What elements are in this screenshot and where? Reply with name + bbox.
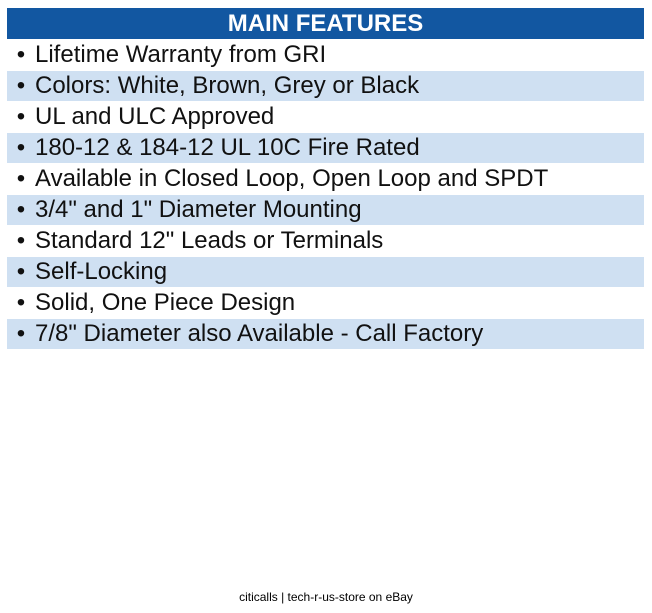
bullet: • — [16, 289, 26, 316]
bullet: • — [16, 258, 26, 285]
bullet: • — [16, 165, 26, 192]
feature-list: • Lifetime Warranty from GRI • Colors: Whit… — [7, 40, 644, 350]
bullet: • — [16, 227, 26, 254]
feature-text: 7/8" Diameter also Available - Call Fact… — [35, 320, 484, 347]
bullet: • — [16, 103, 26, 130]
title: MAIN FEATURES — [7, 8, 644, 39]
feature-item: • Available in Closed Loop, Open Loop and… — [7, 164, 644, 194]
feature-item: • UL and ULC Approved — [7, 102, 644, 132]
bullet: • — [16, 41, 26, 68]
bullet: • — [16, 320, 26, 347]
feature-text: Solid, One Piece Design — [35, 289, 296, 316]
bullet: • — [16, 196, 26, 223]
feature-item: • Lifetime Warranty from GRI — [7, 40, 644, 70]
feature-text: Self-Locking — [35, 258, 168, 285]
feature-item: • Colors: White, Brown, Grey or Black — [7, 71, 644, 101]
bullet: • — [16, 134, 26, 161]
feature-text: Lifetime Warranty from GRI — [35, 41, 327, 68]
feature-item: • 7/8" Diameter also Available - Call Fac… — [7, 319, 644, 349]
feature-text: Standard 12" Leads or Terminals — [35, 227, 384, 254]
feature-item: • Standard 12" Leads or Terminals — [7, 226, 644, 256]
feature-item: • Self-Locking — [7, 257, 644, 287]
feature-text: Colors: White, Brown, Grey or Black — [35, 72, 420, 99]
footer: citicalls | tech-r-us-store on eBay — [239, 590, 413, 604]
bullet: • — [16, 72, 26, 99]
feature-item: • Solid, One Piece Design — [7, 288, 644, 318]
feature-item: • 3/4" and 1" Diameter Mounting — [7, 195, 644, 225]
feature-text: UL and ULC Approved — [35, 103, 275, 130]
feature-text: 3/4" and 1" Diameter Mounting — [35, 196, 362, 223]
feature-item: • 180-12 & 184-12 UL 10C Fire Rated — [7, 133, 644, 163]
feature-text: Available in Closed Loop, Open Loop and … — [35, 165, 549, 192]
feature-text: 180-12 & 184-12 UL 10C Fire Rated — [35, 134, 420, 161]
